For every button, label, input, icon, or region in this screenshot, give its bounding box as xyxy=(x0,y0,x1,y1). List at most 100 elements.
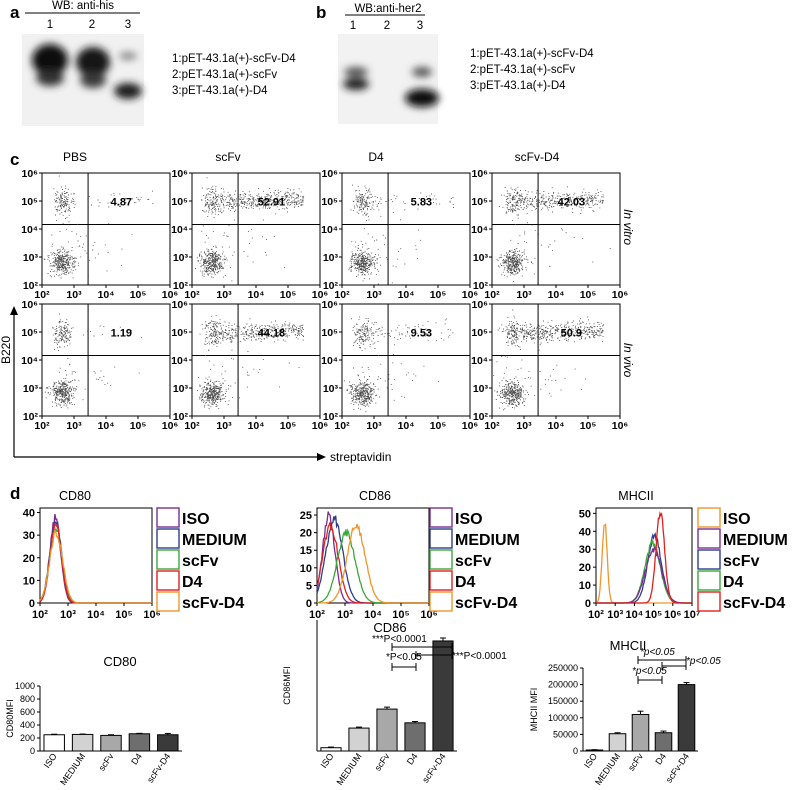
x-tick-label: 10⁵ xyxy=(115,609,132,621)
y-tick-label: 10³ xyxy=(173,383,189,395)
scatter-points xyxy=(195,177,305,282)
y-tick-label: 10⁴ xyxy=(21,355,38,367)
y-tick-label: 10⁶ xyxy=(321,168,338,180)
y-tick-label: 10⁵ xyxy=(471,327,488,339)
panel-a-letter: a xyxy=(10,3,20,22)
bar-scfv xyxy=(376,708,398,752)
legend-label: scFv xyxy=(723,553,760,570)
histogram-curve xyxy=(596,511,692,604)
panel-a-lane-2: 2 xyxy=(89,19,95,31)
bar-medium xyxy=(71,733,94,752)
y-tick-label: 10² xyxy=(173,280,189,292)
panel-c-letter: c xyxy=(10,150,19,169)
x-tick-label: 10⁴ xyxy=(248,289,265,301)
x-tick-label: 10² xyxy=(184,289,200,301)
x-tick-label: 10⁵ xyxy=(430,420,447,432)
x-tick-label: 10⁶ xyxy=(664,609,681,621)
bar-d4 xyxy=(404,722,426,752)
bar-ylabel: CD80MFI xyxy=(5,699,15,738)
panel-b-legend-2: 2:pET-43.1a(+)-scFv xyxy=(470,64,575,76)
legend-label: ISO xyxy=(455,511,483,528)
y-tick-label: 20 xyxy=(23,553,35,565)
y-tick-label: 15 xyxy=(300,545,312,557)
hist-title-mhcii: MHCII xyxy=(618,489,653,503)
bar-chart-cd80: CD80 CD80MFI 0 200 400 600 800 1000 ISO MEDIUM scF… xyxy=(5,654,182,787)
legend-label: D4 xyxy=(455,574,476,591)
x-tick-label: 10² xyxy=(184,420,200,432)
quadrant-percentage: 44.18 xyxy=(258,327,286,339)
y-tick-label: 10³ xyxy=(323,252,339,264)
y-tick-label: 10⁴ xyxy=(321,224,338,236)
legend-swatch xyxy=(429,528,453,549)
legend-swatch xyxy=(429,591,453,612)
column-label-scfv-d4: scFv-D4 xyxy=(515,150,560,164)
y-tick-label: 10⁵ xyxy=(171,196,188,208)
histogram-legends: ISO MEDIUM scFv D4 scFv-D4 ISO MEDIUM scFv D4 scF… xyxy=(156,507,788,612)
y-tick-label: 10³ xyxy=(23,383,39,395)
category-label: scFv xyxy=(373,751,392,773)
y-tick-label: 10³ xyxy=(23,252,39,264)
category-label: scFv-D4 xyxy=(145,751,172,784)
x-tick-label: 10⁵ xyxy=(280,420,297,432)
histogram-frame xyxy=(595,507,693,604)
y-tick-label: 10⁵ xyxy=(321,327,338,339)
x-tick-label: 10³ xyxy=(66,420,82,432)
x-tick-label: 10⁴ xyxy=(87,609,105,621)
panel-d-letter: d xyxy=(10,484,20,503)
x-tick-label: 10⁵ xyxy=(130,289,147,301)
x-tick-label: 10⁶ xyxy=(612,420,629,432)
plot-frame xyxy=(491,303,621,417)
legend-swatch xyxy=(156,591,180,612)
y-tick-label: 10² xyxy=(23,280,39,292)
cd86-sig-2: ***P<0.0001 xyxy=(372,634,427,645)
x-tick-label: 10⁶ xyxy=(420,609,437,621)
y-tick-label: 10⁴ xyxy=(171,355,188,367)
legend-swatch xyxy=(156,507,180,528)
quadrant-percentage: 1.19 xyxy=(111,327,132,339)
x-tick-label: 10⁵ xyxy=(580,289,597,301)
histogram-curve xyxy=(317,523,429,604)
y-tick-label: 800 xyxy=(20,694,35,704)
x-tick-label: 10² xyxy=(34,289,50,301)
x-tick-label: 10² xyxy=(309,609,325,621)
panel-b-title: WB:anti-her2 xyxy=(354,3,421,15)
histogram-legend-1: ISO MEDIUM scFv D4 scFv-D4 xyxy=(156,507,247,612)
row-label-in-vivo: In vivo xyxy=(621,343,635,378)
x-tick-label: 10³ xyxy=(607,609,623,621)
y-tick-label: 400 xyxy=(20,720,35,730)
bar-medium xyxy=(608,733,627,752)
x-tick-label: 10⁶ xyxy=(312,420,329,432)
hist-title-cd86: CD86 xyxy=(359,489,391,503)
legend-swatch xyxy=(156,549,180,570)
cd86-significance: *P<0.05 ***P<0.0001 ***P<0.0001 xyxy=(372,634,507,671)
bar-scfv-d4 xyxy=(677,684,696,752)
y-tick-label: 10⁶ xyxy=(471,299,488,311)
x-tick-label: 10² xyxy=(484,420,500,432)
y-tick-label: 250000 xyxy=(548,663,578,673)
x-tick-label: 10⁷ xyxy=(684,609,701,621)
legend-label: MEDIUM xyxy=(455,532,520,549)
plot-frame xyxy=(341,303,471,417)
panel-a-legend-2: 2:pET-43.1a(+)-scFv xyxy=(172,69,277,81)
quadrant-percentage: 50.9 xyxy=(561,327,582,339)
y-tick-label: 10² xyxy=(473,280,489,292)
flow-ylabel: B220 xyxy=(0,336,13,364)
category-label: MEDIUM xyxy=(58,751,87,787)
mhcii-sig-1: *p<0.05 xyxy=(632,666,667,677)
y-tick-label: 10² xyxy=(23,411,39,423)
y-tick-label: 0 xyxy=(30,746,35,756)
bar-iso xyxy=(43,734,65,752)
category-label: scFv-D4 xyxy=(420,751,447,784)
x-tick-label: 10² xyxy=(334,420,350,432)
panel-b-lane-1: 1 xyxy=(350,20,356,32)
category-label: MEDIUM xyxy=(335,751,364,787)
y-tick-label: 10⁴ xyxy=(471,355,488,367)
x-tick-label: 10⁵ xyxy=(392,609,409,621)
mhcii-sig-2: *p<0.05 xyxy=(640,647,675,658)
